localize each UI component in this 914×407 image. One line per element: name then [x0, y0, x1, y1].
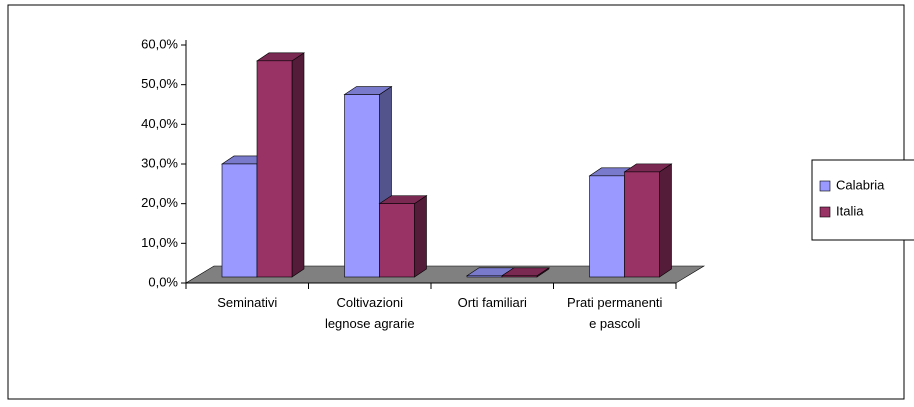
bar	[379, 203, 415, 278]
bar-side	[659, 163, 672, 278]
bar	[501, 275, 538, 278]
legend-box	[811, 159, 914, 241]
bar-side	[414, 195, 427, 278]
legend-swatch	[819, 180, 831, 192]
y-tick-label: 10,0%	[141, 235, 178, 250]
bar	[221, 163, 258, 278]
y-tick-label: 30,0%	[141, 155, 178, 170]
bar	[466, 275, 503, 278]
bar-side	[291, 52, 305, 278]
legend-label: Italia	[836, 203, 864, 218]
legend-label: Calabria	[836, 177, 885, 192]
x-tick-label: Prati permanenti e pascoli	[567, 295, 663, 331]
x-tick-label: Coltivazioni legnose agrarie	[324, 295, 415, 331]
bar	[624, 171, 660, 278]
y-tick-label: 60,0%	[141, 36, 178, 51]
y-tick-label: 40,0%	[141, 116, 178, 131]
y-tick-label: 20,0%	[141, 195, 178, 210]
y-tick-label: 50,0%	[141, 76, 178, 91]
bar	[589, 175, 625, 278]
x-tick-label: Orti familiari	[457, 295, 527, 310]
bar	[256, 60, 293, 278]
bar	[344, 94, 380, 278]
y-tick-label: 0,0%	[148, 274, 178, 289]
legend-swatch	[819, 206, 831, 218]
chart-border	[7, 4, 905, 400]
x-tick-label: Seminativi	[217, 295, 278, 310]
